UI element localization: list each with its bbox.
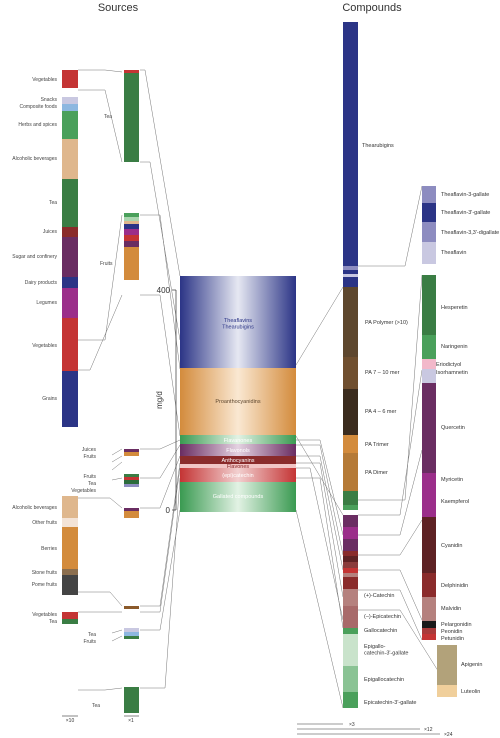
scale-label: ×10 <box>66 718 75 724</box>
compound-label: PA 4 – 6 mer <box>365 409 397 415</box>
source-label: Other fruits <box>32 520 57 526</box>
central-band-label: Theaflavins Thearubigins <box>222 318 254 330</box>
compound-label: PA Polymer (>10) <box>365 320 408 326</box>
central-band-label: Gallated compounds <box>213 494 264 500</box>
right-label: Theaflavin <box>441 250 466 256</box>
axis-tick-400: 400 <box>157 286 171 295</box>
source-label: Vegetables <box>32 77 57 83</box>
scale-label: ×12 <box>424 727 433 733</box>
compound-label: (–)-Epicatechin <box>364 614 401 620</box>
compound-label: Epicatechin-3'-gallate <box>364 700 416 706</box>
source-label: Vegetables <box>32 612 57 618</box>
source-label: Pome fruits <box>32 582 58 588</box>
central-band-label: Flavonols <box>226 448 250 454</box>
compounds-heading: Compounds <box>342 2 402 14</box>
compound-label: Thearubigins <box>362 143 394 149</box>
source-label: Juices <box>43 229 58 235</box>
scale-label: ×3 <box>349 722 355 728</box>
far-left-source-bars <box>62 70 78 624</box>
right-label: Theaflavin-3-gallate <box>441 192 489 198</box>
axis-label: mg/d <box>155 391 164 409</box>
source-label: Tea <box>88 632 96 638</box>
source-label: Fruits <box>84 454 97 460</box>
right-label: Hesperetin <box>441 305 468 311</box>
source-label: Alcoholic beverages <box>12 505 57 511</box>
scale-bars: ×10 ×1 ×3 ×12 ×24 <box>62 715 453 738</box>
central-band-label: (epi)catechin <box>222 473 254 479</box>
source-label: Juices <box>82 447 97 453</box>
source-label: Tea <box>88 481 96 487</box>
source-label: Fruits <box>84 474 97 480</box>
source-label: Sugar and confinery <box>12 254 57 260</box>
compound-bar <box>343 22 358 708</box>
right-label: Peonidin <box>441 629 462 635</box>
source-label: Berries <box>41 546 57 552</box>
sources-heading: Sources <box>98 2 139 14</box>
source-label: Herbs and spices <box>18 122 57 128</box>
right-label: Theaflavin-3,3'-digallate <box>441 230 499 236</box>
right-labels: Theaflavin-3-gallate Theaflavin-3'-galla… <box>436 192 499 695</box>
compound-label: Gallocatechin <box>364 628 397 634</box>
right-label: Isorhamnetin <box>436 370 468 376</box>
source-label: Snacks <box>41 97 58 103</box>
compound-label: Epigallocatechin <box>364 677 404 683</box>
source-label: Tea <box>49 619 57 625</box>
right-label: Theaflavin-3'-gallate <box>441 210 490 216</box>
compound-label: PA Dimer <box>365 470 388 476</box>
right-label: Malvidin <box>441 606 461 612</box>
right-label: Kaempferol <box>441 499 469 505</box>
central-band-label: Anthocyanins <box>221 458 254 464</box>
source-label: Legumes <box>36 300 57 306</box>
source-label: Fruits <box>84 639 97 645</box>
compound-label: Epigallo-catechin-3'-gallate <box>364 644 408 656</box>
flow-links <box>78 69 451 709</box>
source-label: Vegetables <box>71 488 96 494</box>
right-label: Pelargonidin <box>441 622 472 628</box>
right-label: Petunidin <box>441 636 464 642</box>
right-label: Myricetin <box>441 477 463 483</box>
source-label: Tea <box>104 114 112 120</box>
scale-label: ×1 <box>128 718 134 724</box>
right-label: Quercetin <box>441 425 465 431</box>
right-label: Naringenin <box>441 344 468 350</box>
source-label: Alcoholic beverages <box>12 156 57 162</box>
right-label: Eriodictyol <box>436 362 461 368</box>
compound-label: PA 7 – 10 mer <box>365 370 400 376</box>
source-label: Dairy products <box>25 280 58 286</box>
central-band-label: Flavanones <box>224 438 253 444</box>
central-stack: Theaflavins Thearubigins Proanthocyanidin… <box>180 276 296 512</box>
source-label: Composite foods <box>19 104 57 110</box>
compound-label: (+)-Catechin <box>364 593 394 599</box>
source-labels: Vegetables Snacks Composite foods Herbs … <box>12 77 113 709</box>
right-label: Luteolin <box>461 689 480 695</box>
compound-label: PA Trimer <box>365 442 389 448</box>
source-label: Grains <box>42 396 57 402</box>
source-label: Fruits <box>100 261 113 267</box>
source-label: Tea <box>49 200 57 206</box>
central-band-label: Flavones <box>227 464 250 470</box>
mg-axis: 400 0 mg/d <box>155 286 177 515</box>
right-label: Apigenin <box>461 662 482 668</box>
right-bars <box>422 186 457 697</box>
source-label: Stone fruits <box>32 570 58 576</box>
right-label: Cyanidin <box>441 543 462 549</box>
source-label: Tea <box>92 703 100 709</box>
right-label: Delphinidin <box>441 583 468 589</box>
axis-tick-0: 0 <box>166 506 171 515</box>
compound-labels: Thearubigins PA Polymer (>10) PA 7 – 10 … <box>362 143 416 706</box>
middle-source-bars <box>124 70 139 713</box>
central-band-label: Proanthocyanidins <box>215 399 261 405</box>
scale-label: ×24 <box>444 732 453 738</box>
source-label: Vegetables <box>32 343 57 349</box>
